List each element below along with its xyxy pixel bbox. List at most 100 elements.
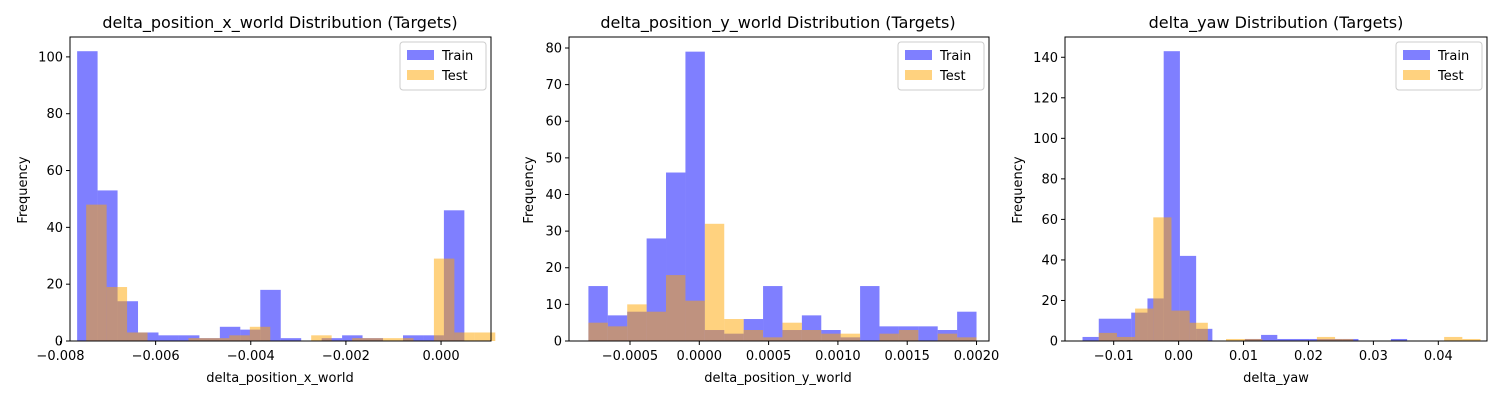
axes-frame — [69, 36, 492, 342]
test-histogram-bar — [86, 204, 107, 341]
test-histogram-bar — [937, 333, 958, 341]
y-tick-label: 0 — [55, 335, 63, 350]
test-histogram-bar — [1444, 336, 1463, 341]
test-histogram-bar — [646, 311, 667, 341]
test-histogram-bar — [393, 338, 414, 341]
test-histogram-bar — [188, 338, 209, 341]
train-histogram-bar — [1261, 334, 1278, 341]
train-histogram-bar — [918, 326, 938, 341]
legend-swatch-train — [905, 50, 932, 60]
x-tick-label: 0.01 — [1229, 349, 1258, 364]
x-tick-label: 0.0020 — [954, 349, 1000, 364]
test-histogram-bar — [1226, 338, 1245, 341]
legend-swatch-test — [1403, 70, 1430, 80]
test-histogram-bar — [352, 338, 373, 341]
test-histogram-bar — [1316, 336, 1336, 341]
x-tick-label: −0.002 — [322, 349, 370, 364]
test-histogram-bar — [454, 332, 475, 341]
histogram-panel-y: delta_position_y_world Distribution (Tar… — [522, 13, 999, 386]
train-histogram-bar — [1277, 338, 1294, 341]
test-histogram-bar — [821, 333, 841, 341]
y-tick-label: 40 — [545, 188, 562, 203]
y-tick-label: 100 — [38, 50, 63, 65]
test-histogram-bar — [229, 335, 250, 341]
y-tick-label: 0 — [1050, 335, 1058, 350]
test-histogram-bar — [208, 338, 230, 341]
x-tick-label: −0.008 — [36, 349, 84, 364]
test-histogram-bar — [763, 337, 783, 341]
x-tick-label: −0.01 — [1094, 349, 1134, 364]
axes-frame — [1064, 36, 1488, 342]
x-tick-label: 0.03 — [1359, 349, 1388, 364]
test-histogram-bar — [311, 335, 332, 341]
chart-title: delta_position_y_world Distribution (Tar… — [600, 13, 955, 33]
train-histogram-bar — [685, 51, 705, 341]
train-histogram-bar — [423, 335, 444, 341]
x-tick-label: 0.04 — [1424, 349, 1453, 364]
test-histogram-bar — [1244, 338, 1263, 341]
y-tick-label: 80 — [545, 41, 562, 56]
train-histogram-bar — [1390, 338, 1408, 341]
train-histogram-bar — [1082, 336, 1099, 341]
test-histogram-bar — [588, 322, 608, 341]
x-axis-label: delta_position_x_world — [206, 371, 353, 386]
test-histogram-bar — [433, 258, 455, 341]
test-histogram-bar — [685, 300, 705, 341]
x-tick-label: 0.0010 — [815, 349, 861, 364]
series-test — [86, 204, 496, 341]
y-tick-label: 10 — [545, 298, 562, 313]
test-histogram-bar — [474, 332, 496, 341]
y-tick-label: 100 — [1033, 132, 1058, 147]
x-tick-label: 0.0005 — [746, 349, 792, 364]
x-axis-label: delta_position_y_world — [704, 371, 851, 386]
x-tick-label: 0.00 — [1164, 349, 1193, 364]
train-histogram-bar — [957, 311, 977, 341]
train-histogram-bar — [860, 286, 880, 341]
test-histogram-bar — [1335, 338, 1354, 341]
legend-label-train: Train — [441, 49, 473, 64]
y-tick-label: 80 — [46, 107, 63, 122]
legend-swatch-test — [905, 70, 932, 80]
series-train — [588, 51, 977, 341]
train-histogram-bar — [1114, 318, 1132, 341]
test-histogram-bar — [106, 287, 128, 341]
y-tick-label: 20 — [545, 261, 562, 276]
y-tick-label: 0 — [554, 335, 562, 350]
test-histogram-bar — [372, 338, 394, 341]
y-axis-label: Frequency — [1011, 156, 1026, 223]
test-histogram-bar — [627, 304, 647, 341]
test-histogram-bar — [1462, 338, 1481, 341]
train-histogram-bar — [158, 335, 179, 341]
test-histogram-bar — [898, 330, 919, 341]
legend-swatch-train — [1403, 50, 1430, 60]
test-histogram-bar — [1098, 332, 1117, 341]
y-tick-label: 40 — [1041, 253, 1058, 268]
y-tick-label: 60 — [1041, 213, 1058, 228]
y-tick-label: 60 — [545, 115, 562, 130]
test-histogram-bar — [957, 337, 977, 341]
test-histogram-bar — [1171, 310, 1190, 341]
test-histogram-bar — [879, 333, 899, 341]
x-tick-label: 0.02 — [1294, 349, 1323, 364]
test-histogram-bar — [1189, 322, 1208, 341]
x-tick-label: 0.0015 — [884, 349, 930, 364]
x-tick-label: 0.000 — [422, 349, 459, 364]
x-tick-label: −0.006 — [132, 349, 180, 364]
test-histogram-bar — [666, 275, 686, 341]
test-histogram-bar — [743, 330, 764, 341]
legend: Train Test — [1395, 41, 1483, 91]
test-histogram-bar — [724, 319, 744, 341]
train-histogram-bar — [321, 338, 343, 341]
x-tick-label: 0.0000 — [677, 349, 723, 364]
series-train — [77, 51, 465, 342]
train-histogram-bar — [280, 338, 302, 341]
y-tick-label: 40 — [46, 221, 63, 236]
train-histogram-bar — [763, 286, 783, 341]
y-tick-label: 140 — [1033, 51, 1058, 66]
chart-title: delta_yaw Distribution (Targets) — [1149, 13, 1404, 33]
y-tick-label: 120 — [1033, 91, 1058, 106]
series-train — [1082, 51, 1408, 341]
test-histogram-bar — [782, 322, 802, 341]
histogram-panel-x: delta_position_x_world Distribution (Tar… — [16, 13, 496, 386]
